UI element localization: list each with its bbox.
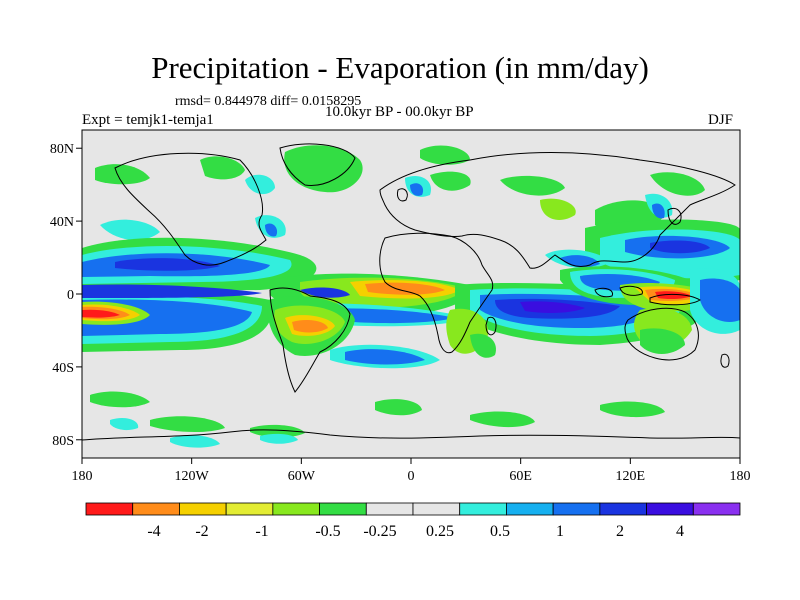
field-cyan [245, 174, 275, 195]
field-darkblue [650, 240, 710, 254]
field-green [470, 333, 496, 358]
coastline-africa [379, 232, 494, 354]
field-green [95, 164, 150, 185]
period-label: 10.0kyr BP - 00.0kyr BP [325, 104, 474, 120]
colorbar-label: -0.5 [315, 523, 340, 540]
colorbar-box [319, 502, 367, 516]
colorbar-box [132, 502, 180, 516]
field-green [375, 399, 422, 416]
field-blue [345, 349, 425, 365]
field-cyan [110, 417, 139, 431]
field-orange [292, 320, 328, 333]
coastline-south-america [269, 287, 351, 393]
colorbar-box [225, 502, 274, 516]
colorbar-box [272, 502, 320, 516]
colorbar-box [365, 502, 414, 516]
field-orange [365, 282, 445, 295]
lat-label: 80N [50, 142, 74, 157]
field-indigo [520, 301, 585, 313]
lat-label: 0 [67, 288, 74, 303]
lon-label: 120W [175, 469, 210, 484]
colorbar-box [552, 502, 601, 516]
stats-text: rmsd= 0.844978 diff= 0.0158295 [175, 94, 362, 109]
coastline-australia [624, 307, 699, 361]
lon-label: 180 [730, 469, 751, 484]
field-lime [540, 198, 576, 220]
field-red [82, 309, 120, 318]
lon-label: 0 [408, 469, 415, 484]
colorbar-label: 1 [556, 523, 564, 540]
field-blue [652, 203, 665, 219]
colorbar [85, 502, 741, 516]
colorbar-box [179, 502, 227, 516]
field-green [200, 156, 245, 180]
lat-label: 40S [52, 361, 74, 376]
coastline-greenland [279, 143, 356, 186]
field-blue [410, 183, 424, 196]
colorbar-box [459, 502, 507, 516]
colorbar-label: 0.5 [490, 523, 510, 540]
coastline-uk [397, 188, 408, 202]
field-green [640, 328, 685, 355]
colorbar-labels: -4 -2 -1 -0.5 -0.25 0.25 0.5 1 2 4 [147, 523, 684, 540]
field-green [90, 391, 150, 408]
field-green [500, 175, 565, 196]
colorbar-box [692, 502, 741, 516]
map-plot-area [82, 130, 740, 458]
coastline-madagascar [485, 316, 497, 336]
colorbar-box [506, 502, 554, 516]
field-green [150, 416, 225, 433]
lat-label: 80S [52, 434, 74, 449]
field-cyan [260, 433, 298, 444]
coastline-antarctica [82, 429, 740, 441]
colorbar-label: -2 [195, 523, 208, 540]
field-green [250, 424, 305, 438]
field-cyan [100, 219, 160, 241]
field-cyan [170, 435, 220, 448]
coastline-indonesia [594, 285, 701, 306]
field-darkblue [300, 287, 350, 298]
experiment-label: Expt = temjk1-temja1 [82, 112, 214, 128]
colorbar-label: -4 [147, 523, 160, 540]
colorbar-label: -0.25 [363, 523, 396, 540]
longitude-axis: 180 120W 60W 0 60E 120E 180 [72, 458, 751, 484]
lon-label: 120E [616, 469, 646, 484]
colorbar-label: 2 [616, 523, 624, 540]
field-green [430, 171, 471, 191]
field-green [470, 411, 535, 428]
colorbar-label: -1 [255, 523, 268, 540]
coastline-north-america [114, 152, 267, 266]
field-blue [700, 278, 740, 322]
field-green [420, 145, 470, 165]
colorbar-box [85, 502, 134, 516]
colorbar-label: 4 [676, 523, 684, 540]
field-green [284, 145, 363, 193]
field-red [655, 291, 692, 300]
coastline-new-zealand [720, 353, 730, 368]
lon-label: 180 [72, 469, 93, 484]
colorbar-box [599, 502, 647, 516]
chart-title: Precipitation - Evaporation (in mm/day) [151, 50, 649, 85]
field-darkblue [82, 284, 262, 298]
season-label: DJF [708, 112, 734, 128]
lat-label: 40N [50, 215, 74, 230]
field-green [600, 401, 665, 418]
lon-label: 60W [288, 469, 316, 484]
colorbar-box [412, 502, 461, 516]
coastline-japan [667, 207, 682, 225]
colorbar-label: 0.25 [426, 523, 454, 540]
field-blue [265, 223, 278, 237]
lon-label: 60E [509, 469, 532, 484]
field-green [650, 172, 705, 196]
coastline-eurasia [379, 152, 736, 269]
latitude-axis: 80N 40N 0 40S 80S [50, 142, 82, 449]
coastlines [82, 143, 740, 441]
colorbar-box [646, 502, 694, 516]
